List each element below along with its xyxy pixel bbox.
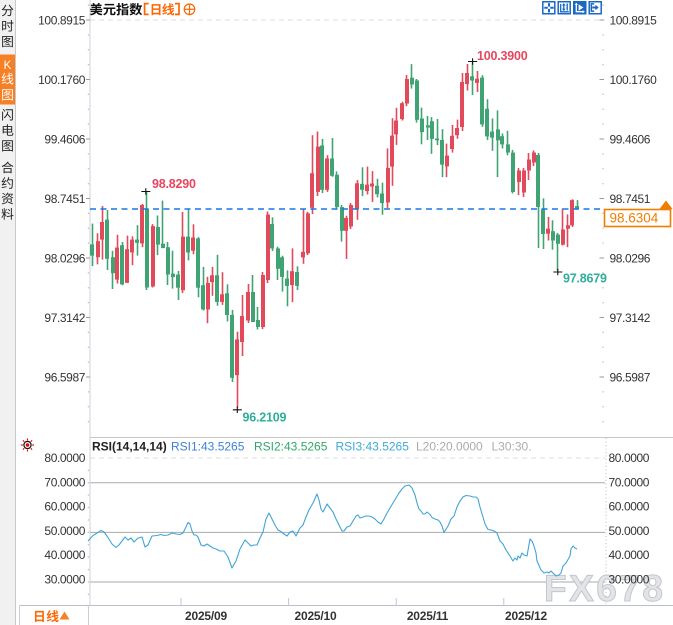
svg-text:99.4606: 99.4606: [44, 132, 85, 146]
svg-text:80.0000: 80.0000: [609, 451, 650, 465]
svg-text:30.0000: 30.0000: [44, 572, 85, 586]
svg-text:100.8915: 100.8915: [610, 13, 658, 27]
svg-text:98.7451: 98.7451: [44, 192, 85, 206]
svg-text:96.2109: 96.2109: [243, 411, 287, 425]
svg-text:98.0296: 98.0296: [44, 251, 85, 265]
svg-text:30.0000: 30.0000: [609, 572, 650, 586]
svg-text:100.1760: 100.1760: [38, 73, 86, 87]
svg-text:50.0000: 50.0000: [44, 524, 85, 538]
svg-text:60.0000: 60.0000: [44, 500, 85, 514]
svg-text:60.0000: 60.0000: [609, 500, 650, 514]
svg-text:100.3900: 100.3900: [477, 49, 528, 63]
svg-text:2025/10: 2025/10: [295, 609, 338, 623]
svg-text:97.8679: 97.8679: [563, 272, 607, 286]
svg-text:97.3142: 97.3142: [44, 311, 85, 325]
svg-text:99.4606: 99.4606: [610, 132, 651, 146]
svg-text:FX678: FX678: [544, 568, 666, 609]
svg-text:80.0000: 80.0000: [44, 451, 85, 465]
svg-text:96.5987: 96.5987: [610, 370, 651, 384]
svg-text:2025/09: 2025/09: [185, 609, 228, 623]
svg-text:98.0296: 98.0296: [610, 251, 651, 265]
svg-text:98.8290: 98.8290: [152, 177, 196, 191]
svg-text:100.1760: 100.1760: [610, 73, 658, 87]
svg-text:2025/12: 2025/12: [505, 609, 548, 623]
svg-text:40.0000: 40.0000: [609, 548, 650, 562]
svg-text:70.0000: 70.0000: [609, 475, 650, 489]
svg-text:40.0000: 40.0000: [44, 548, 85, 562]
svg-text:98.6304: 98.6304: [610, 211, 659, 226]
svg-text:K: K: [4, 60, 12, 72]
svg-text:100.8915: 100.8915: [38, 13, 86, 27]
svg-text:2025/11: 2025/11: [407, 609, 449, 623]
svg-text:70.0000: 70.0000: [44, 475, 85, 489]
svg-text:98.7451: 98.7451: [610, 192, 651, 206]
svg-text:97.3142: 97.3142: [610, 311, 651, 325]
svg-text:96.5987: 96.5987: [44, 370, 85, 384]
svg-text:50.0000: 50.0000: [609, 524, 650, 538]
